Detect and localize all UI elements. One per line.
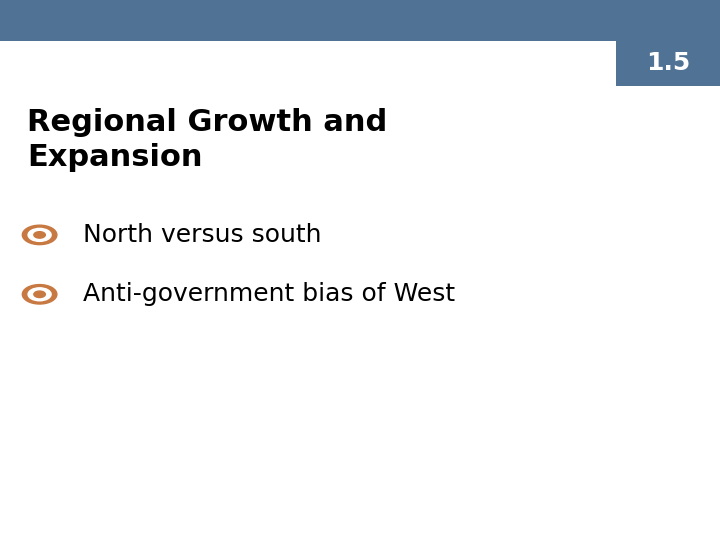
Ellipse shape xyxy=(34,232,45,238)
Ellipse shape xyxy=(28,288,51,301)
Bar xyxy=(0,0,720,40)
Text: North versus south: North versus south xyxy=(83,223,321,247)
Text: Regional Growth and
Expansion: Regional Growth and Expansion xyxy=(27,108,387,172)
Text: 1.5: 1.5 xyxy=(646,51,690,76)
Ellipse shape xyxy=(22,225,57,245)
Ellipse shape xyxy=(22,285,57,304)
Ellipse shape xyxy=(28,228,51,241)
Bar xyxy=(616,0,720,86)
Text: Anti-government bias of West: Anti-government bias of West xyxy=(83,282,455,306)
Ellipse shape xyxy=(34,291,45,298)
